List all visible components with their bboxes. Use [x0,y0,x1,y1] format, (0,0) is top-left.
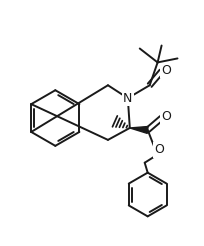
Text: N: N [123,92,133,105]
Text: O: O [162,64,172,77]
Text: O: O [162,109,172,123]
Text: O: O [155,143,165,156]
Polygon shape [130,126,148,133]
